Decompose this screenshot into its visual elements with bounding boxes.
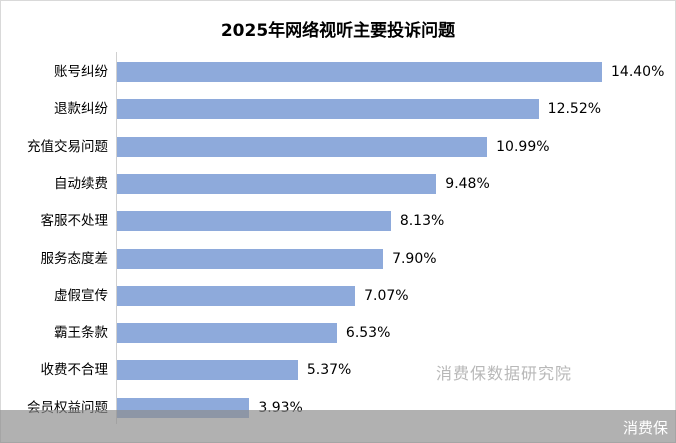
bar: [117, 323, 337, 344]
category-label: 自动续费: [54, 175, 108, 192]
category-label: 退款纠纷: [54, 101, 108, 118]
category-label: 虚假宣传: [54, 287, 108, 304]
category-label-wrap: 充值交易问题: [0, 137, 108, 157]
bar-row: 收费不合理 5.37%: [0, 360, 676, 381]
category-label-wrap: 账号纠纷: [0, 62, 108, 82]
value-label: 7.07%: [364, 287, 409, 304]
bar-row: 霸王条款 6.53%: [0, 323, 676, 344]
category-label-wrap: 虚假宣传: [0, 286, 108, 306]
category-label: 服务态度差: [40, 250, 109, 267]
chart-title: 2025年网络视听主要投诉问题: [220, 21, 456, 41]
category-label-wrap: 自动续费: [0, 174, 108, 194]
category-label: 充值交易问题: [27, 138, 108, 155]
bar: [117, 99, 539, 120]
category-label-wrap: 霸王条款: [0, 323, 108, 343]
category-label-wrap: 退款纠纷: [0, 99, 108, 119]
bar: [117, 136, 488, 157]
bar-row: 账号纠纷 14.40%: [0, 62, 676, 82]
bar: [117, 360, 298, 381]
bar-row: 自动续费 9.48%: [0, 173, 676, 194]
bar: [117, 62, 602, 82]
value-label: 8.13%: [399, 213, 445, 230]
bar: [117, 285, 356, 306]
category-label: 账号纠纷: [54, 64, 108, 80]
footer-bar: 消费保: [0, 410, 676, 443]
value-label: 10.99%: [496, 138, 550, 155]
category-label: 霸王条款: [54, 325, 108, 342]
bar: [117, 211, 391, 232]
category-label-wrap: 收费不合理: [0, 360, 109, 380]
category-label: 收费不合理: [40, 362, 109, 379]
watermark: 消费保数据研究院: [436, 364, 573, 383]
bar-row: 充值交易问题 10.99%: [0, 136, 676, 157]
value-label: 9.48%: [445, 175, 490, 192]
category-axis-line: [116, 52, 117, 424]
bar-row: 虚假宣传 7.07%: [0, 285, 676, 306]
value-label: 14.40%: [611, 64, 665, 80]
value-label: 5.37%: [306, 362, 352, 379]
bar: [117, 248, 384, 269]
category-label: 客服不处理: [40, 213, 109, 230]
bar-row: 服务态度差 7.90%: [0, 248, 676, 269]
bar-row: 客服不处理 8.13%: [0, 211, 676, 232]
value-label: 7.90%: [392, 250, 437, 267]
category-label-wrap: 客服不处理: [0, 211, 109, 231]
bar: [117, 173, 437, 194]
category-label-wrap: 服务态度差: [0, 249, 109, 269]
value-label: 12.52%: [547, 101, 602, 118]
value-label: 6.53%: [345, 325, 391, 342]
footer-brand: 消费保: [622, 419, 668, 437]
bar-row: 退款纠纷 12.52%: [0, 99, 676, 120]
